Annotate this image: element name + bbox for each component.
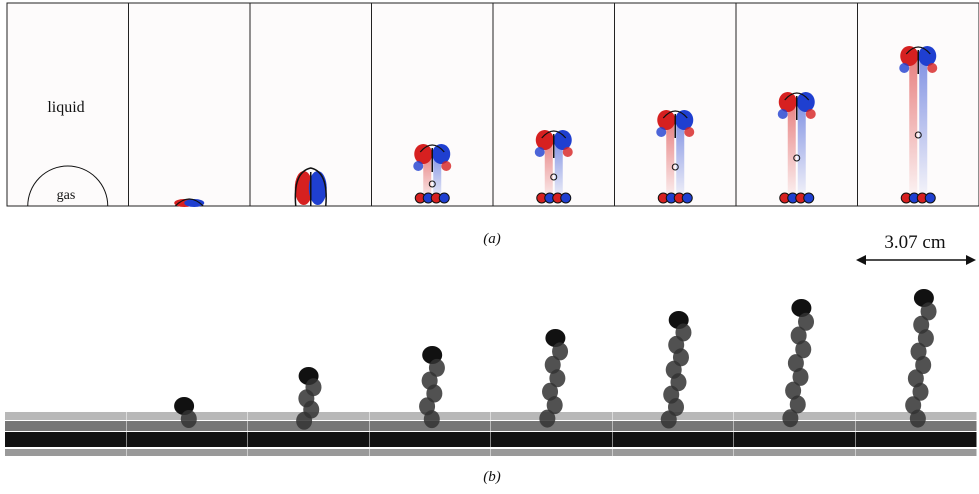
wake-blue [798, 100, 806, 206]
wall-dark [5, 432, 126, 447]
sim-panel [493, 3, 615, 206]
sim-panel [372, 3, 494, 206]
plume-blob [661, 411, 677, 429]
plume-blob [296, 412, 312, 430]
head-blue [675, 110, 693, 130]
plume-blob [782, 409, 798, 427]
side-blue [656, 127, 666, 137]
panel-b-label: (b) [483, 469, 501, 485]
scale-bar-label: 3.07 cm [884, 232, 945, 253]
plume-blob [181, 410, 197, 428]
side-blue [413, 161, 423, 171]
wall-dark [127, 432, 248, 447]
head-red [536, 130, 554, 150]
wall-bottom [734, 449, 855, 456]
base-vortex [682, 193, 692, 203]
side-red [563, 147, 573, 157]
wall-bottom [856, 449, 977, 456]
head-red [779, 92, 797, 112]
wall-bottom [248, 449, 369, 456]
plume-blob [539, 410, 555, 428]
wall-dark [370, 432, 491, 447]
sim-panel [858, 3, 979, 206]
side-red [684, 127, 694, 137]
wake-red [909, 54, 917, 206]
simulation-row [7, 3, 979, 207]
side-blue [535, 147, 545, 157]
liquid-label: liquid [47, 99, 84, 116]
wall-dark [734, 432, 855, 447]
plume-blob [910, 410, 926, 428]
head-blue [554, 130, 572, 150]
side-red [927, 63, 937, 73]
head-red [414, 144, 432, 164]
plume-blob [424, 410, 440, 428]
wall-light [5, 412, 126, 420]
wall-dark [856, 432, 977, 447]
sim-panel [615, 3, 737, 206]
wake-blue [919, 54, 927, 206]
wall-mid [5, 421, 126, 431]
wall-bottom [127, 449, 248, 456]
side-blue [778, 109, 788, 119]
wall-dark [248, 432, 369, 447]
head-red [900, 46, 918, 66]
head-blue [797, 92, 815, 112]
base-vortex [439, 193, 449, 203]
panel-a-label: (a) [483, 231, 501, 247]
wall-bottom [370, 449, 491, 456]
wall-bottom [491, 449, 612, 456]
head-blue [918, 46, 936, 66]
gas-label: gas [57, 188, 76, 203]
side-red [441, 161, 451, 171]
wake-red [788, 100, 796, 206]
wall-bottom [5, 449, 126, 456]
wall-dark [613, 432, 734, 447]
base-vortex [925, 193, 935, 203]
wall-bottom [613, 449, 734, 456]
side-red [806, 109, 816, 119]
sim-panel [129, 3, 251, 206]
side-blue [899, 63, 909, 73]
head-blue [432, 144, 450, 164]
wall-dark [491, 432, 612, 447]
photo-row [5, 280, 977, 456]
base-vortex [561, 193, 571, 203]
base-vortex [804, 193, 814, 203]
scale-bar [856, 255, 976, 265]
head-red [657, 110, 675, 130]
